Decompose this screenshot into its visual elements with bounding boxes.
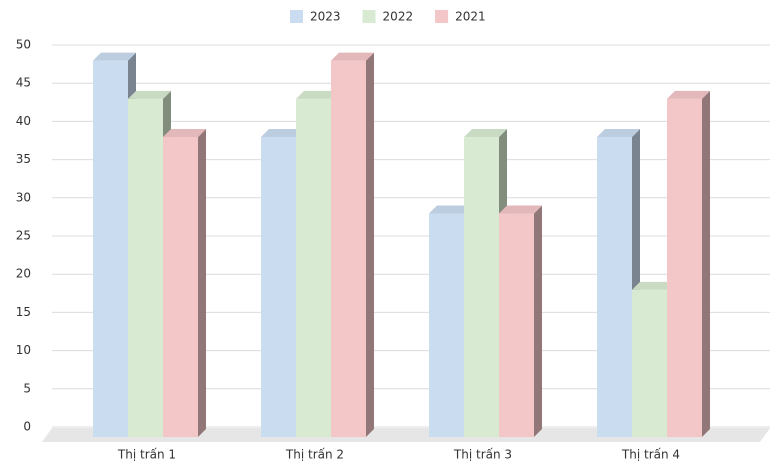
bar-side (198, 129, 206, 438)
bar-front (429, 213, 464, 437)
bar-front (597, 137, 632, 438)
y-tick-label: 30 (16, 190, 31, 204)
bar-top (464, 129, 507, 138)
x-tick-label: Thị trấn 2 (285, 448, 344, 462)
y-tick-label: 45 (16, 76, 31, 90)
legend-label: 2022 (383, 10, 414, 24)
x-tick-label: Thị trấn 1 (117, 448, 176, 462)
bar-top (667, 90, 710, 99)
bar (667, 90, 710, 437)
y-tick-label: 40 (16, 114, 31, 128)
legend-swatch (362, 10, 376, 23)
bar (163, 129, 206, 438)
bar-front (331, 60, 366, 437)
bar-front (163, 137, 198, 438)
y-tick-label: 50 (16, 38, 31, 52)
bar (429, 205, 472, 437)
x-tick-label: Thị trấn 4 (621, 448, 680, 462)
bar (499, 205, 542, 437)
bar-top (93, 52, 136, 61)
bar-top (429, 205, 472, 214)
bar (597, 129, 640, 438)
bar-top (128, 90, 171, 99)
legend-label: 2023 (310, 10, 341, 24)
bar-top (296, 90, 339, 99)
bar-side (534, 205, 542, 437)
legend-swatch (290, 10, 303, 23)
y-tick-label: 20 (16, 267, 31, 281)
y-tick-label: 5 (23, 381, 31, 395)
bar-top (331, 52, 374, 61)
bar-front (464, 137, 499, 438)
bar-top (632, 281, 675, 290)
floor (42, 428, 770, 442)
bar (261, 129, 304, 438)
bar-top (499, 205, 542, 214)
y-tick-label: 25 (16, 229, 31, 243)
bar-top (163, 129, 206, 138)
x-tick-label: Thị trấn 3 (453, 448, 512, 462)
y-tick-label: 10 (16, 343, 31, 357)
bar (331, 52, 374, 437)
bar-front (632, 289, 667, 437)
legend-label: 2021 (455, 10, 486, 24)
bar-front (128, 98, 163, 437)
bar-front (261, 137, 296, 438)
bar-front (296, 98, 331, 437)
bar-side (366, 52, 374, 437)
bar-top (597, 129, 640, 138)
bar-front (93, 60, 128, 437)
bar-top (261, 129, 304, 138)
y-tick-label: 15 (16, 305, 31, 319)
legend-swatch (435, 10, 449, 23)
y-tick-label: 0 (23, 420, 31, 434)
y-tick-label: 35 (16, 152, 31, 166)
bar-side (702, 90, 710, 437)
bar-front (499, 213, 534, 437)
bar-front (667, 98, 702, 437)
